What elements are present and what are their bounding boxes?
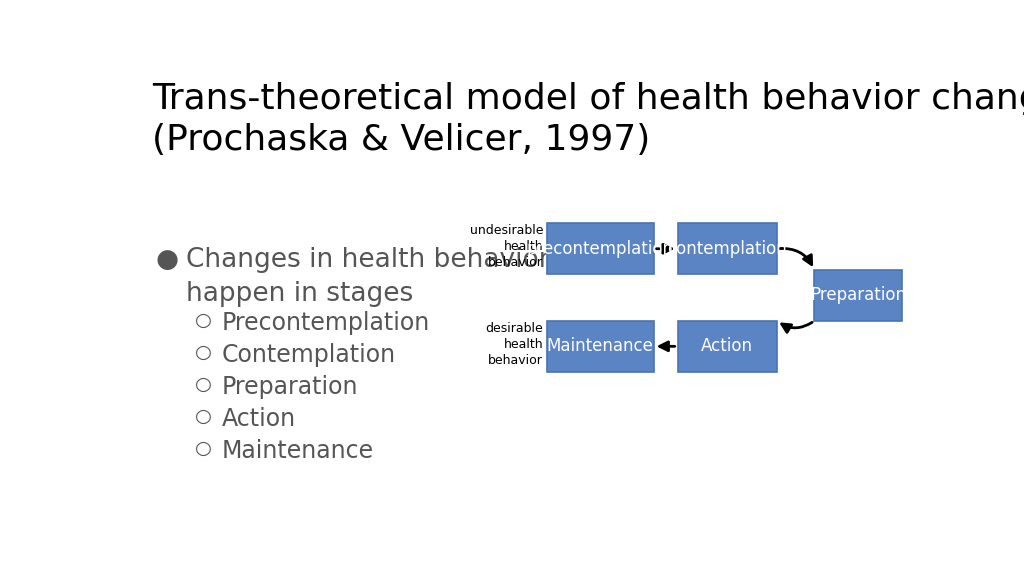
Text: undesirable
health
behavior: undesirable health behavior xyxy=(470,224,543,269)
Text: Action: Action xyxy=(221,407,296,431)
Text: ○: ○ xyxy=(196,343,212,362)
Text: Contemplation: Contemplation xyxy=(221,343,395,367)
Text: Preparation: Preparation xyxy=(221,375,358,399)
Text: Preparation: Preparation xyxy=(810,286,906,304)
Text: Changes in health behavior
happen in stages: Changes in health behavior happen in sta… xyxy=(186,247,550,306)
Text: Trans-theoretical model of health behavior change
(Prochaska & Velicer, 1997): Trans-theoretical model of health behavi… xyxy=(152,82,1024,157)
Text: ○: ○ xyxy=(196,311,212,330)
Text: ○: ○ xyxy=(196,407,212,426)
Text: ○: ○ xyxy=(196,438,212,457)
Text: contemplation: contemplation xyxy=(668,240,787,257)
Text: Action: Action xyxy=(701,338,754,355)
FancyBboxPatch shape xyxy=(547,321,653,372)
FancyBboxPatch shape xyxy=(678,223,777,274)
Text: Maintenance: Maintenance xyxy=(547,338,653,355)
Text: ○: ○ xyxy=(196,375,212,394)
Text: Precontemplation: Precontemplation xyxy=(221,311,430,335)
FancyBboxPatch shape xyxy=(678,321,777,372)
Text: desirable
health
behavior: desirable health behavior xyxy=(485,323,543,367)
Text: ●: ● xyxy=(156,247,179,272)
Text: precontemplation: precontemplation xyxy=(526,240,674,257)
FancyBboxPatch shape xyxy=(547,223,653,274)
Text: Maintenance: Maintenance xyxy=(221,438,374,463)
FancyBboxPatch shape xyxy=(814,270,902,321)
